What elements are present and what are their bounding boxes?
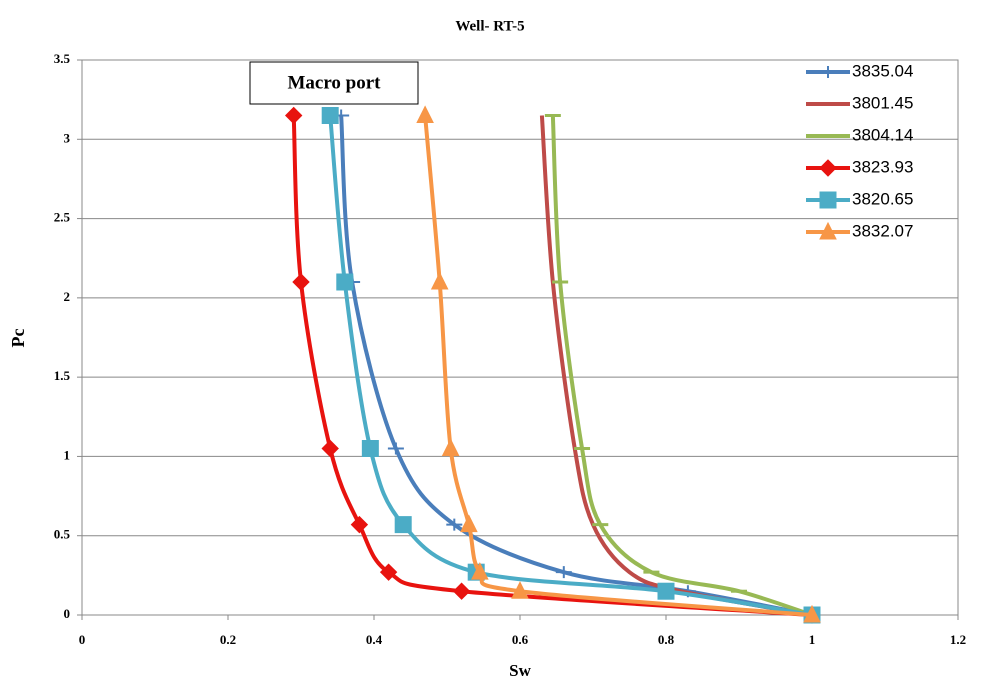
marker <box>284 106 303 125</box>
chart-title: Well- RT-5 <box>455 18 524 34</box>
y-tick-label: 3.5 <box>54 51 71 66</box>
x-tick-label: 0 <box>79 632 86 647</box>
x-tick-label: 0.8 <box>658 632 675 647</box>
y-tick-label: 0 <box>64 606 71 621</box>
legend-label: 3801.45 <box>852 93 913 112</box>
marker <box>819 191 837 209</box>
marker <box>803 604 821 623</box>
marker <box>321 439 339 458</box>
x-axis-label: Sw <box>509 661 531 680</box>
marker <box>657 582 675 600</box>
series-line <box>539 115 813 617</box>
y-tick-label: 3 <box>64 130 71 145</box>
y-axis-label: Pc <box>8 328 28 347</box>
legend-label: 3804.14 <box>852 125 913 144</box>
marker <box>819 221 837 240</box>
marker <box>441 438 460 456</box>
plot-frame <box>81 59 959 616</box>
y-tick-label: 2 <box>64 289 71 304</box>
series-line <box>550 115 813 617</box>
legend-label: 3820.65 <box>852 189 913 208</box>
x-tick-label: 1.2 <box>950 632 966 647</box>
marker <box>820 66 836 78</box>
marker <box>361 440 379 457</box>
x-tick-label: 0.6 <box>512 632 529 647</box>
y-tick-label: 1 <box>64 447 71 462</box>
marker <box>379 563 398 581</box>
marker <box>321 107 339 124</box>
marker <box>446 518 463 531</box>
marker <box>460 514 478 533</box>
y-tick-label: 2.5 <box>54 210 71 225</box>
annotation-box <box>249 61 419 105</box>
marker <box>394 516 412 534</box>
marker <box>292 273 310 291</box>
legend-label: 3823.93 <box>852 157 913 176</box>
marker <box>819 159 837 177</box>
marker <box>471 562 489 580</box>
series-line <box>339 115 813 617</box>
marker <box>350 515 369 534</box>
marker <box>336 273 354 291</box>
x-tick-label: 1 <box>809 632 816 647</box>
x-tick-label: 0.4 <box>366 632 383 647</box>
y-tick-label: 1.5 <box>54 368 71 383</box>
legend-label: 3832.07 <box>852 221 913 240</box>
y-tick-label: 0.5 <box>54 527 71 542</box>
legend-label: 3835.04 <box>852 61 913 80</box>
x-tick-label: 0.2 <box>220 632 236 647</box>
annotation: Macro port <box>287 72 381 93</box>
marker <box>555 566 572 579</box>
marker <box>430 271 449 290</box>
marker <box>387 442 404 455</box>
marker <box>416 105 434 123</box>
marker <box>452 582 471 600</box>
marker <box>511 581 529 599</box>
